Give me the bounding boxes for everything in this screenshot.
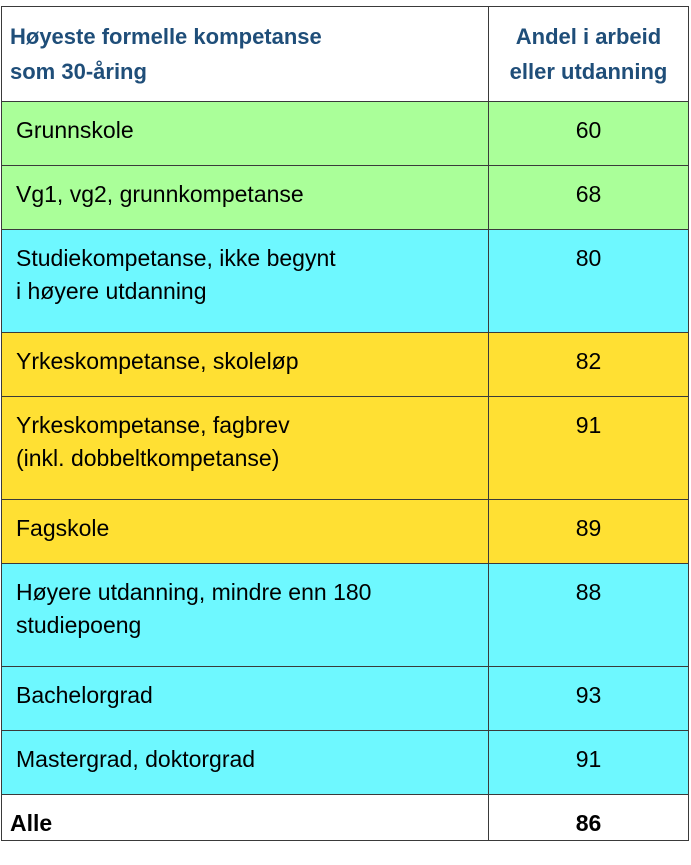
- row-label: Bachelorgrad: [1, 666, 489, 731]
- row-label: Mastergrad, doktorgrad: [1, 730, 489, 795]
- row-label-line: Vg1, vg2, grunnkompetanse: [16, 181, 304, 207]
- table-row: Grunnskole 60: [1, 101, 689, 166]
- row-label: Grunnskole: [1, 101, 489, 166]
- column-header-share-line-1: Andel i arbeid: [515, 24, 662, 49]
- row-value: 82: [488, 332, 689, 397]
- row-label: Studiekompetanse, ikke begynt i høyere ut…: [1, 229, 489, 333]
- row-label: Yrkeskompetanse, fagbrev (inkl. dobbeltko…: [1, 396, 489, 500]
- row-label-line: Mastergrad, doktorgrad: [16, 746, 256, 772]
- row-label-line: Grunnskole: [16, 117, 134, 143]
- column-header-share-line-2: eller utdanning: [509, 59, 668, 84]
- row-label: Fagskole: [1, 499, 489, 564]
- row-value: 91: [488, 396, 689, 500]
- table-body: Grunnskole 60 Vg1, vg2, grunnkompetanse 68 S…: [1, 101, 689, 841]
- column-header-competence-line-1: Høyeste formelle kompetanse: [10, 24, 322, 49]
- column-header-competence-line-2: som 30-åring: [10, 59, 147, 84]
- row-label-line: Høyere utdanning, mindre enn 180: [16, 579, 372, 605]
- column-header-competence: Høyeste formelle kompetanse som 30-åring: [1, 6, 489, 102]
- table-row-total: Alle 86: [1, 794, 689, 841]
- row-label: Vg1, vg2, grunnkompetanse: [1, 165, 489, 230]
- table-row: Yrkeskompetanse, fagbrev (inkl. dobbeltko…: [1, 396, 689, 500]
- table-row: Vg1, vg2, grunnkompetanse 68: [1, 165, 689, 230]
- row-value: 93: [488, 666, 689, 731]
- row-value: 89: [488, 499, 689, 564]
- row-label-line: i høyere utdanning: [16, 278, 207, 304]
- row-value: 68: [488, 165, 689, 230]
- row-label-line: Yrkeskompetanse, fagbrev: [16, 412, 290, 438]
- row-label-line: studiepoeng: [16, 612, 142, 638]
- table-row: Bachelorgrad 93: [1, 666, 689, 731]
- row-label-line: Studiekompetanse, ikke begynt: [16, 245, 336, 271]
- table-row: Fagskole 89: [1, 499, 689, 564]
- row-label-line: Yrkeskompetanse, skoleløp: [16, 348, 299, 374]
- table-row: Yrkeskompetanse, skoleløp 82: [1, 332, 689, 397]
- table-row: Høyere utdanning, mindre enn 180 studiepo…: [1, 563, 689, 667]
- row-label: Høyere utdanning, mindre enn 180 studiepo…: [1, 563, 489, 667]
- row-label: Yrkeskompetanse, skoleløp: [1, 332, 489, 397]
- row-value: 88: [488, 563, 689, 667]
- row-label-line: Bachelorgrad: [16, 682, 153, 708]
- table-row: Studiekompetanse, ikke begynt i høyere ut…: [1, 229, 689, 333]
- total-label: Alle: [1, 794, 489, 841]
- row-label-line: Fagskole: [16, 515, 110, 541]
- total-value: 86: [488, 794, 689, 841]
- row-value: 91: [488, 730, 689, 795]
- row-value: 80: [488, 229, 689, 333]
- table-header-row: Høyeste formelle kompetanse som 30-åring…: [1, 6, 689, 102]
- row-label-line: (inkl. dobbeltkompetanse): [16, 445, 280, 471]
- table-row: Mastergrad, doktorgrad 91: [1, 730, 689, 795]
- competence-table: Høyeste formelle kompetanse som 30-åring…: [1, 6, 689, 841]
- column-header-share: Andel i arbeid eller utdanning: [488, 6, 689, 102]
- row-value: 60: [488, 101, 689, 166]
